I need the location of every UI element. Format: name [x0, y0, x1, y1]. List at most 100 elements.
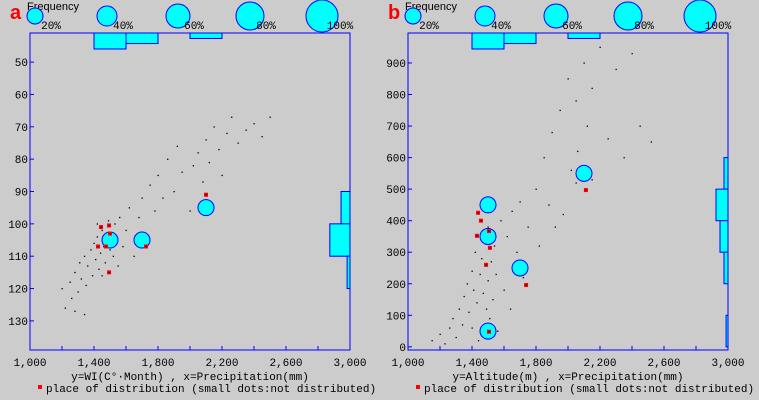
undistributed-dot	[471, 327, 473, 329]
y-tick-label: 80	[15, 155, 28, 167]
y-tick-label: 900	[386, 59, 406, 71]
y-tick-label: 300	[386, 248, 406, 260]
x-tick-label: 3,000	[711, 358, 744, 370]
undistributed-dot	[482, 292, 484, 295]
undistributed-dot	[466, 283, 468, 285]
x-tick-label: 1,400	[455, 358, 488, 370]
frequency-circle	[479, 196, 497, 214]
distribution-point-center	[109, 233, 111, 235]
frequency-circle	[479, 227, 497, 245]
undistributed-dot	[221, 174, 223, 177]
frequency-circle	[197, 199, 215, 217]
undistributed-dot	[476, 302, 478, 304]
undistributed-dot	[522, 276, 524, 279]
undistributed-dot	[125, 229, 127, 232]
frequency-circle	[133, 231, 151, 249]
y-tick-label: 800	[386, 91, 406, 103]
undistributed-dot	[455, 336, 457, 339]
undistributed-dot	[516, 251, 518, 254]
distribution-point-center	[480, 220, 482, 222]
undistributed-dot	[509, 308, 512, 310]
size-legend-label: 40%	[113, 21, 133, 33]
legend-text: place of distribution (small dots:not di…	[424, 384, 754, 396]
distribution-point-center	[108, 271, 110, 274]
undistributed-dot	[570, 169, 572, 172]
undistributed-dot	[101, 275, 103, 277]
undistributed-dot	[269, 116, 271, 118]
y-histogram-bar	[723, 157, 729, 190]
undistributed-dot	[607, 138, 609, 140]
x-tick-label: 2,600	[647, 358, 680, 370]
undistributed-dot	[261, 136, 263, 138]
undistributed-dot	[492, 299, 494, 301]
x-histogram-bar	[93, 32, 127, 50]
undistributed-dot	[157, 174, 159, 177]
undistributed-dot	[497, 330, 499, 332]
undistributed-dot	[87, 265, 89, 267]
undistributed-dot	[149, 184, 151, 186]
undistributed-dot	[452, 317, 454, 320]
undistributed-dot	[64, 307, 66, 309]
x-tick-label: 1,000	[13, 358, 46, 370]
undistributed-dot	[90, 249, 92, 251]
size-legend-circle	[96, 5, 118, 27]
undistributed-dot	[548, 204, 550, 206]
undistributed-dot	[468, 311, 470, 313]
y-tick-label: 130	[8, 317, 28, 329]
undistributed-dot	[245, 129, 247, 131]
distribution-point-center	[105, 245, 107, 248]
y-tick-label: 700	[386, 122, 406, 134]
y-histogram-bar	[340, 191, 351, 225]
undistributed-dot	[487, 280, 489, 282]
undistributed-dot	[487, 226, 489, 228]
x-histogram-bar	[125, 32, 159, 45]
distribution-point-center	[525, 284, 527, 286]
undistributed-dot	[231, 116, 233, 118]
undistributed-dot	[176, 145, 178, 148]
size-legend-circle	[305, 0, 339, 33]
x-histogram-bar	[189, 32, 223, 39]
y-tick-label: 90	[15, 188, 28, 200]
x-histogram-bar	[471, 32, 505, 50]
x-tick-label: 2,200	[205, 358, 238, 370]
undistributed-dot	[138, 216, 140, 219]
undistributed-dot	[96, 223, 98, 225]
undistributed-dot	[538, 245, 540, 247]
size-legend-circle	[543, 3, 569, 29]
undistributed-dot	[449, 327, 451, 329]
undistributed-dot	[586, 125, 588, 127]
undistributed-dot	[473, 289, 475, 291]
undistributed-dot	[99, 252, 102, 254]
undistributed-dot	[213, 126, 215, 128]
size-legend-circle	[613, 1, 643, 31]
x-tick-label: 2,200	[583, 358, 616, 370]
distribution-point-center	[477, 212, 479, 214]
axis-title: y=WI(C°·Month) , x=Precipitation(mm)	[71, 372, 309, 384]
undistributed-dot	[80, 278, 82, 280]
panel-label: b	[388, 2, 400, 24]
size-legend-label: 40%	[491, 21, 511, 33]
undistributed-dot	[141, 197, 143, 199]
y-tick-label: 100	[386, 311, 406, 323]
undistributed-dot	[511, 210, 513, 213]
undistributed-dot	[93, 242, 95, 245]
undistributed-dot	[615, 68, 617, 71]
size-legend-circle	[404, 7, 422, 25]
undistributed-dot	[253, 123, 255, 125]
size-legend-label: 80%	[256, 21, 276, 33]
distribution-point-center	[100, 226, 102, 228]
undistributed-dot	[74, 310, 76, 312]
undistributed-dot	[599, 46, 601, 48]
undistributed-dot	[95, 258, 97, 261]
undistributed-dot	[527, 226, 529, 228]
undistributed-dot	[471, 270, 473, 272]
undistributed-dot	[444, 343, 446, 345]
size-legend-circle	[235, 1, 265, 31]
distribution-point-center	[488, 230, 490, 232]
undistributed-dot	[474, 251, 476, 254]
undistributed-dot	[439, 333, 441, 336]
distribution-point-center	[489, 247, 491, 249]
size-legend-label: 20%	[419, 21, 439, 33]
